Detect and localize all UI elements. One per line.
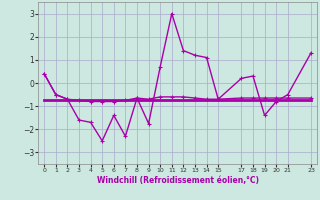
X-axis label: Windchill (Refroidissement éolien,°C): Windchill (Refroidissement éolien,°C) <box>97 176 259 185</box>
